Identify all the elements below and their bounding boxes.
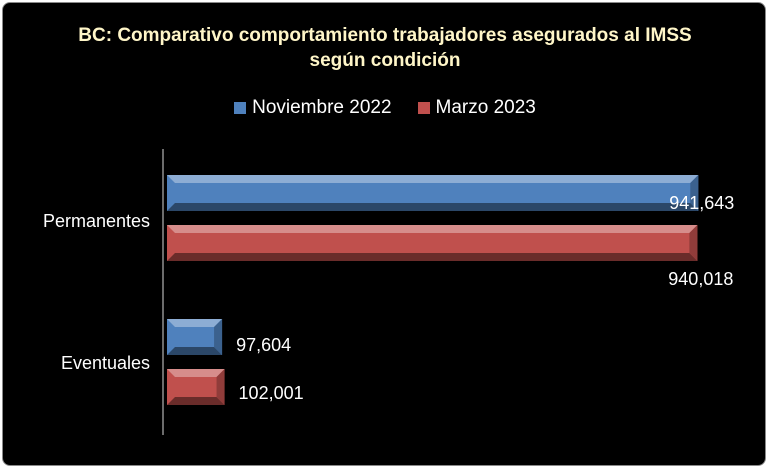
value-label-eventuales-marzo-2023: 102,001 <box>239 383 304 403</box>
chart-title-line-2: según condición <box>309 50 461 71</box>
bar-eventuales-marzo-2023 <box>167 369 225 405</box>
bar-eventuales-noviembre-2022 <box>167 319 223 355</box>
category-label-permanentes: Permanentes <box>43 211 150 231</box>
legend-item-marzo-2023: Marzo 2023 <box>417 97 536 119</box>
legend-item-noviembre-2022: Noviembre 2022 <box>234 97 392 119</box>
legend-label-noviembre-2022: Noviembre 2022 <box>252 97 392 118</box>
chart-title-line-1: BC: Comparativo comportamiento trabajado… <box>78 25 692 46</box>
bar-permanentes-noviembre-2022 <box>167 175 699 211</box>
value-label-eventuales-noviembre-2022: 97,604 <box>236 335 291 355</box>
legend: Noviembre 2022 Marzo 2023 <box>3 97 765 119</box>
legend-label-marzo-2023: Marzo 2023 <box>435 97 536 118</box>
legend-swatch-noviembre-2022 <box>234 102 247 114</box>
chart-frame: BC: Comparativo comportamiento trabajado… <box>2 2 766 466</box>
chart-title: BC: Comparativo comportamiento trabajado… <box>3 23 765 73</box>
value-label-permanentes-noviembre-2022: 941,643 <box>669 193 734 213</box>
category-label-eventuales: Eventuales <box>61 353 150 373</box>
bar-permanentes-marzo-2023 <box>167 225 698 261</box>
value-label-permanentes-marzo-2023: 940,018 <box>668 269 733 289</box>
legend-swatch-marzo-2023 <box>417 102 430 114</box>
plot-area: Permanentes 941,643 940,018 Eventuales 97,60… <box>43 149 734 435</box>
